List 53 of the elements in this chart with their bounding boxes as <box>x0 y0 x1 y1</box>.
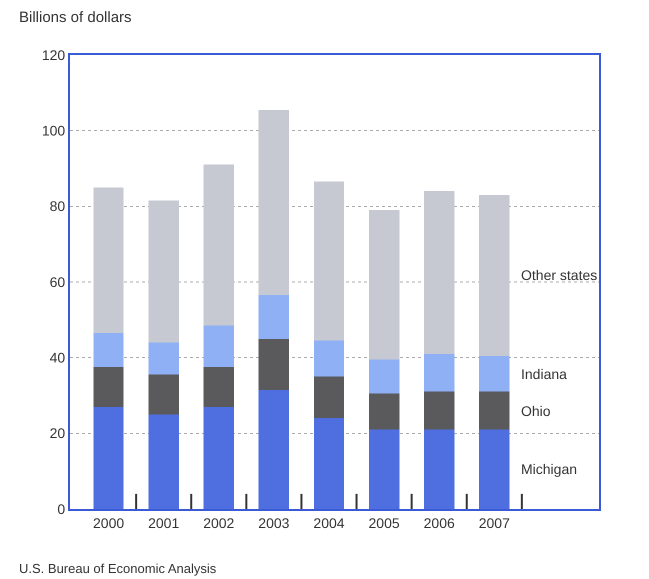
series-label: Michigan <box>521 461 578 477</box>
bar <box>368 210 400 360</box>
x-tick-label: 2007 <box>478 514 510 531</box>
bar <box>424 430 454 509</box>
y-tick-label: 20 <box>50 425 66 442</box>
y-tick-label: 100 <box>42 122 66 139</box>
bar <box>258 295 290 339</box>
bar <box>368 394 400 430</box>
bar <box>93 367 124 407</box>
bar <box>314 376 344 418</box>
bar <box>204 326 234 368</box>
bar <box>148 342 179 375</box>
bar <box>148 374 179 414</box>
x-tick-label: 2001 <box>148 514 180 531</box>
bar <box>93 333 124 368</box>
y-tick-label: 80 <box>50 198 66 214</box>
bar <box>204 164 234 326</box>
bar <box>93 187 124 334</box>
text: U.S. Bureau of Economic Analysis <box>19 561 217 576</box>
bar <box>148 200 179 343</box>
bar <box>204 406 234 509</box>
series-label: Indiana <box>521 366 568 382</box>
bar <box>368 360 400 394</box>
y-tick-label: 40 <box>50 350 66 366</box>
series-label: Ohio <box>521 403 551 419</box>
x-tick-label: 2003 <box>258 514 290 531</box>
x-tick-label: 2006 <box>424 514 455 531</box>
y-axis-title: Billions of dollars <box>19 9 132 26</box>
series-label: Other states <box>521 267 598 283</box>
bar <box>368 430 400 509</box>
bar <box>424 392 454 430</box>
bar <box>258 338 290 390</box>
bar <box>424 354 454 392</box>
bar <box>479 194 510 356</box>
bar <box>479 356 510 392</box>
y-tick-label: 120 <box>42 46 66 63</box>
bar <box>314 340 344 377</box>
bar <box>148 414 179 509</box>
bar <box>314 182 344 341</box>
bar <box>479 392 510 430</box>
bar <box>314 418 344 509</box>
bar <box>479 430 510 509</box>
bar <box>258 390 290 509</box>
bar <box>258 110 290 296</box>
x-tick-label: 2005 <box>368 514 400 531</box>
bar <box>424 191 454 354</box>
x-tick-label: 2002 <box>203 514 235 531</box>
y-tick-label: 60 <box>50 274 66 290</box>
x-tick-label: 2000 <box>92 514 124 531</box>
bar <box>93 406 124 509</box>
y-tick-label: 0 <box>57 500 66 517</box>
x-tick-label: 2004 <box>313 514 345 531</box>
bar <box>204 367 234 407</box>
